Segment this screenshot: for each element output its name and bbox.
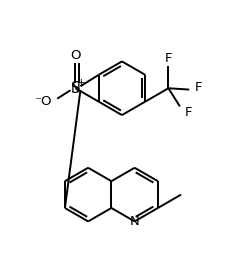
Text: ⁻O: ⁻O [34, 95, 52, 108]
Text: F: F [164, 52, 171, 65]
Text: S: S [70, 81, 80, 96]
Text: O: O [70, 49, 80, 62]
Text: N: N [70, 82, 80, 95]
Text: F: F [194, 81, 201, 94]
Text: F: F [184, 106, 192, 119]
Text: +: + [77, 78, 85, 88]
Text: N: N [129, 215, 139, 228]
